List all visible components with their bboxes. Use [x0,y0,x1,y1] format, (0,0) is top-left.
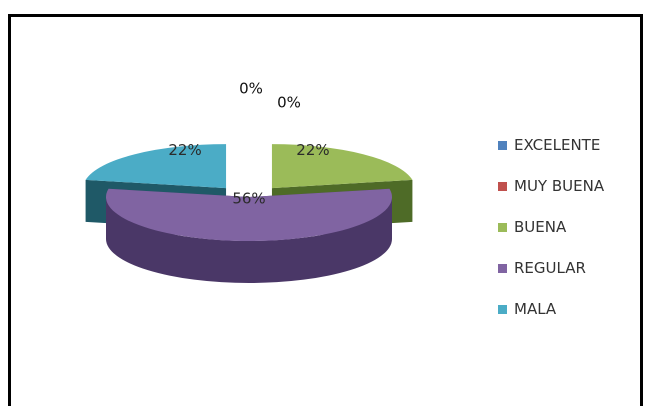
data-label-muy-buena: 0% [277,94,301,112]
slice-regular [105,188,392,241]
legend-label-mala: MALA [514,300,557,318]
legend-label-regular: REGULAR [514,259,586,277]
legend-swatch-excelente [498,140,507,150]
data-label-regular: 56% [232,190,265,208]
legend-swatch-muy-buena [498,181,507,191]
legend-item-mala: MALA [498,299,604,319]
legend: EXCELENTE MUY BUENA BUENA REGULAR MALA [498,135,604,340]
legend-swatch-buena [498,222,507,232]
data-label-mala: 22% [168,141,201,159]
slice-mala [85,144,227,189]
slice-side-regular-outer [106,197,392,283]
legend-label-excelente: EXCELENTE [514,136,601,154]
legend-label-muy-buena: MUY BUENA [514,177,605,195]
chart-area: 0% 0% 22% 56% 22% EXCELENTE MUY BUENA BUENA … [8,14,643,406]
legend-item-regular: REGULAR [498,258,604,278]
pie-chart: 0% 0% 22% 56% 22% [85,80,413,283]
slice-buena [271,144,413,189]
legend-swatch-mala [498,304,507,314]
legend-label-buena: BUENA [514,218,567,236]
legend-item-buena: BUENA [498,217,604,237]
legend-swatch-regular [498,263,507,273]
legend-item-muy-buena: MUY BUENA [498,176,604,196]
data-label-buena: 22% [296,141,329,159]
legend-item-excelente: EXCELENTE [498,135,604,155]
data-label-excelente: 0% [239,80,263,98]
